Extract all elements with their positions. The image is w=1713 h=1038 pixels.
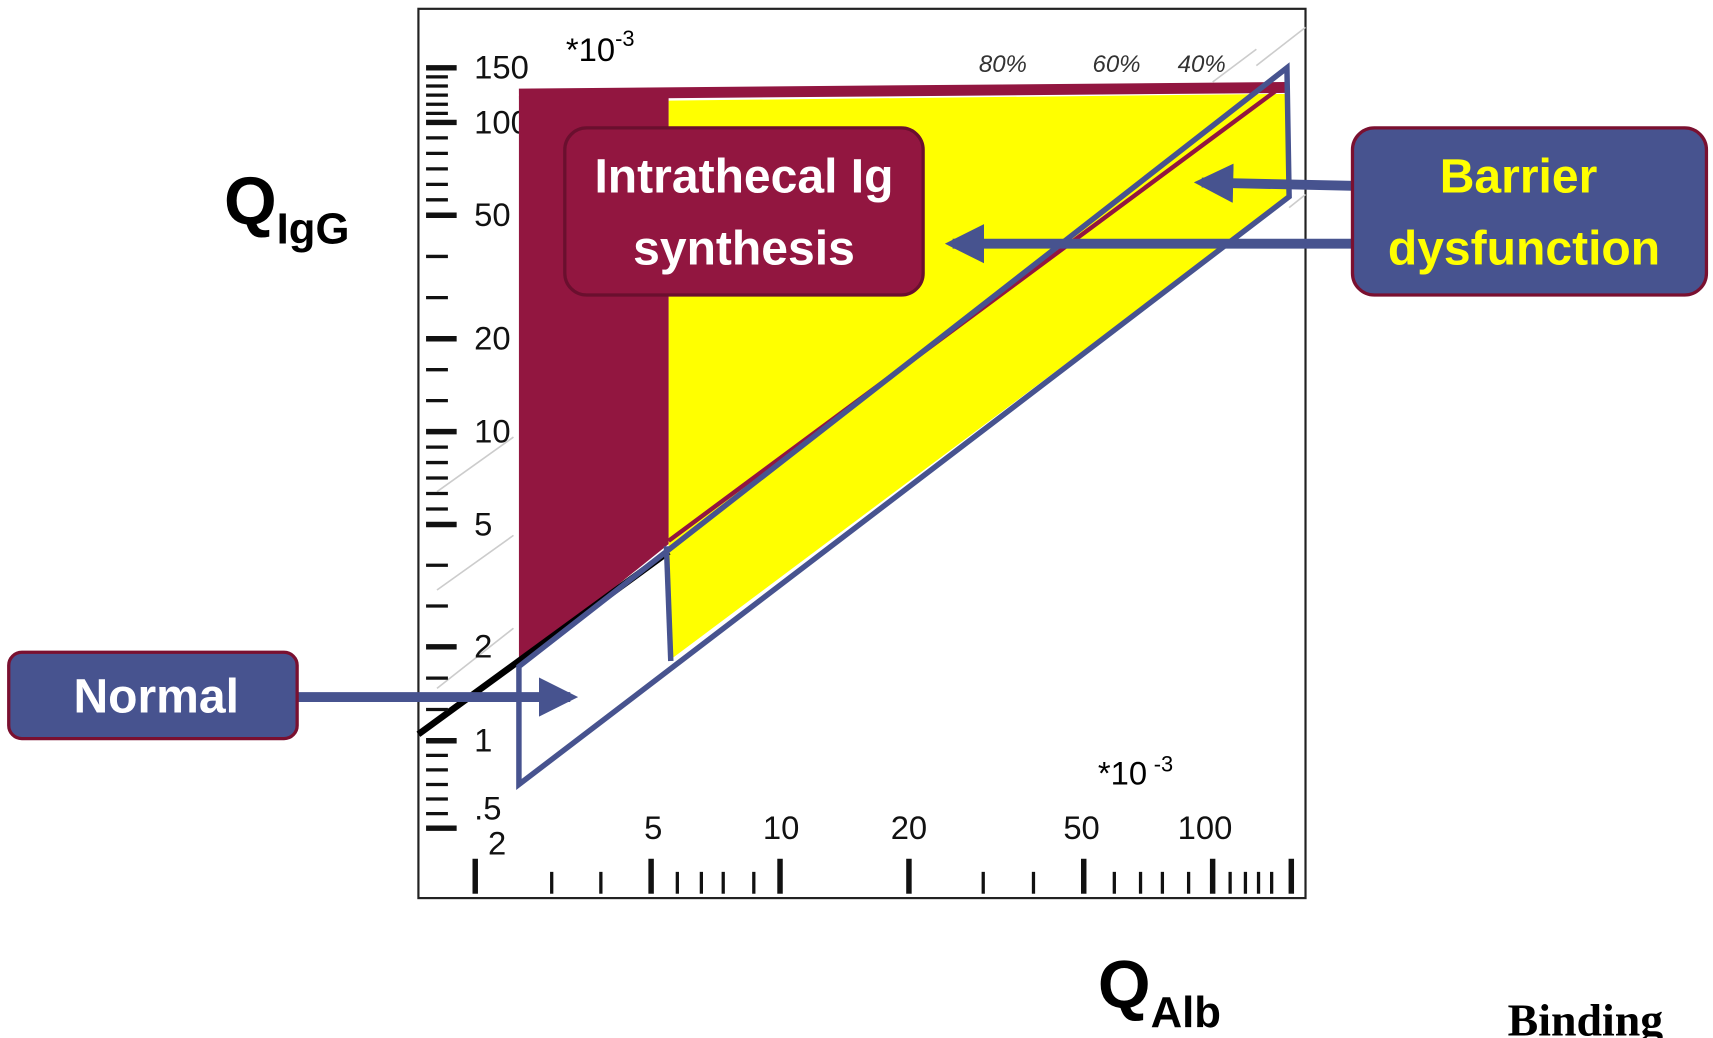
barrier-box xyxy=(1350,126,1709,297)
y-tick-label: 10 xyxy=(474,413,510,450)
x-tick-label: 5 xyxy=(644,809,662,846)
y-tick-label: .5 xyxy=(474,789,501,826)
x-tick-label: 100 xyxy=(1178,809,1233,846)
intrathecal-box xyxy=(563,126,925,297)
curve-label: 80% xyxy=(979,51,1027,78)
box-label: Barrier xyxy=(1440,149,1598,203)
axis-ticks xyxy=(426,65,1295,894)
y-exponent: *10-3 xyxy=(566,26,635,68)
box-label: Normal xyxy=(73,669,239,723)
y-tick-label: 1 xyxy=(474,722,492,759)
normal-outline xyxy=(516,62,1292,790)
footer-text: Binding xyxy=(1508,995,1664,1038)
x-tick-labels: 2 5 10 20 50 100 xyxy=(488,809,1232,861)
y-tick-label: 50 xyxy=(474,196,510,233)
box-label: Intrathecal Ig xyxy=(594,149,893,203)
x-tick-label: 20 xyxy=(891,809,927,846)
box-label: dysfunction xyxy=(1388,221,1660,275)
x-exponent: *10 -3 xyxy=(1098,751,1173,791)
region-edge xyxy=(518,82,1287,100)
curve-label: 60% xyxy=(1092,51,1140,78)
normal-box xyxy=(7,650,299,741)
box-label: synthesis xyxy=(633,221,855,275)
x-tick-label: 2 xyxy=(488,824,506,861)
y-tick-label: 20 xyxy=(474,320,510,357)
y-tick-label: 2 xyxy=(474,628,492,665)
divider xyxy=(663,546,674,662)
x-tick-label: 10 xyxy=(763,809,799,846)
y-tick-label: 150 xyxy=(474,49,529,86)
arrow xyxy=(1193,163,1353,203)
y-axis-label: QIgG xyxy=(224,164,350,254)
curve-label: 40% xyxy=(1178,51,1226,78)
reference-lines xyxy=(436,26,1307,689)
y-tick-label: 5 xyxy=(474,505,492,542)
x-tick-label: 50 xyxy=(1063,809,1099,846)
x-axis-label: QAlb xyxy=(1098,947,1221,1037)
